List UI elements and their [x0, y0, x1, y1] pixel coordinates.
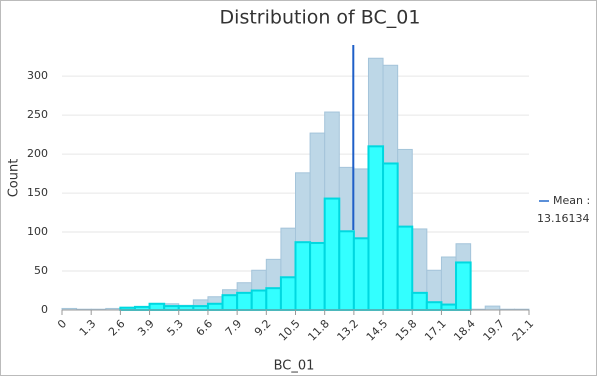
x-axis-label: BC_01 [274, 359, 315, 374]
bar [221, 294, 239, 311]
bar [294, 241, 312, 311]
bar [338, 230, 355, 312]
bar [484, 305, 501, 311]
y-axis-label: Count [7, 159, 22, 198]
bar [425, 301, 443, 311]
bar [265, 287, 282, 312]
y-tick-label: 150 [27, 186, 48, 199]
bar [250, 289, 268, 312]
bar [309, 241, 326, 311]
y-tick-label: 50 [34, 264, 48, 277]
y-tick-label: 0 [41, 303, 48, 316]
y-tick-label: 250 [27, 108, 48, 121]
bar [396, 225, 414, 311]
y-tick-label: 100 [27, 225, 48, 238]
y-tick-label: 300 [27, 69, 48, 82]
bar [411, 291, 428, 311]
bar [455, 261, 472, 311]
bar [367, 145, 385, 311]
bar [192, 305, 209, 311]
bar [440, 256, 457, 311]
y-tick-label: 200 [27, 147, 48, 160]
bar [382, 162, 399, 311]
bar [206, 302, 224, 312]
bar [440, 303, 458, 312]
bar [352, 237, 370, 311]
bar [148, 302, 166, 312]
bar [163, 305, 180, 311]
bar [177, 305, 195, 311]
bar [323, 197, 341, 311]
legend-value: 13.16134 [537, 212, 590, 225]
legend-label: Mean : [553, 194, 590, 207]
bar [279, 276, 297, 312]
bar [236, 291, 253, 311]
chart-title: Distribution of BC_01 [220, 7, 421, 29]
